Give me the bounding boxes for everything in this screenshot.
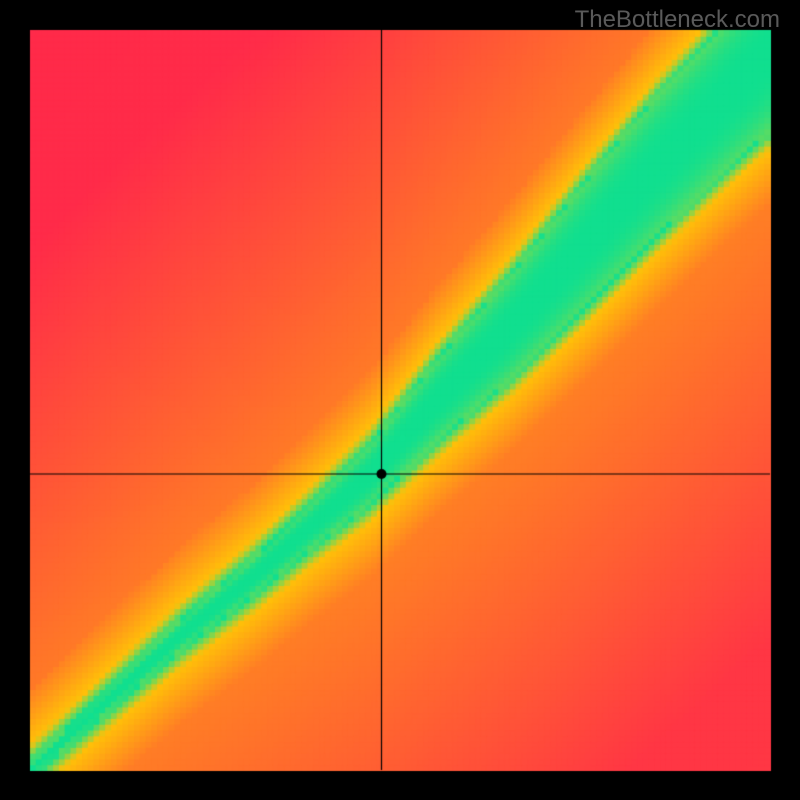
chart-container: TheBottleneck.com: [0, 0, 800, 800]
heatmap-canvas: [0, 0, 800, 800]
watermark-text: TheBottleneck.com: [575, 6, 780, 34]
